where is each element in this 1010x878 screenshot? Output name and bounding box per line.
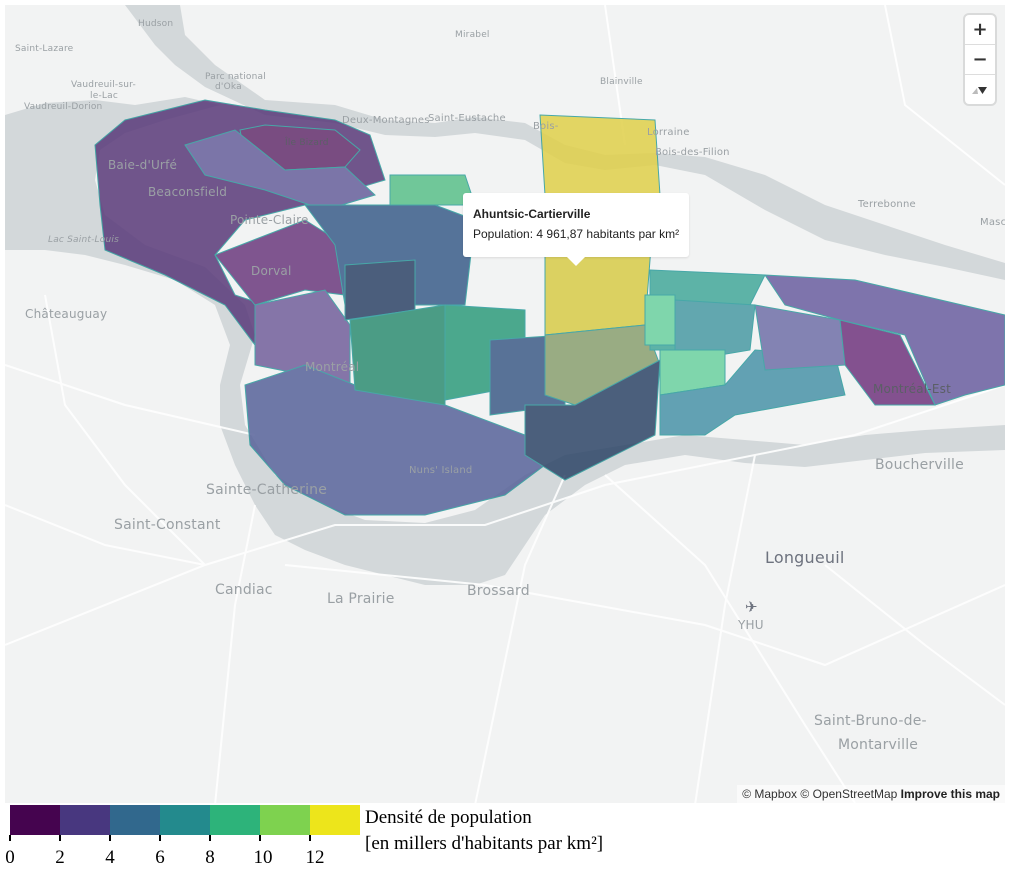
place-label: Saint-Bruno-de- bbox=[814, 713, 927, 729]
tooltip-title: Ahuntsic-Cartierville bbox=[473, 207, 591, 221]
zoom-out-button[interactable]: − bbox=[965, 45, 995, 75]
tooltip-body: Population: 4 961,87 habitants par km² bbox=[473, 227, 680, 241]
legend-title: Densité de population bbox=[365, 807, 532, 828]
legend-tick-label: 12 bbox=[305, 847, 325, 868]
legend-tick bbox=[309, 835, 311, 841]
place-label: Mirabel bbox=[455, 30, 490, 40]
osm-link[interactable]: © OpenStreetMap bbox=[800, 787, 898, 801]
legend-tick-label: 2 bbox=[55, 847, 65, 868]
place-label: YHU bbox=[738, 618, 764, 632]
place-label: Beaconsfield bbox=[148, 185, 228, 199]
place-label: Boucherville bbox=[875, 457, 964, 473]
plus-icon: + bbox=[972, 19, 988, 40]
place-label: Lac Saint-Louis bbox=[48, 235, 119, 245]
place-label: Baie-d'Urfé bbox=[108, 158, 178, 172]
place-label: Nuns' Island bbox=[409, 465, 473, 476]
place-label: Candiac bbox=[215, 582, 273, 598]
compass-icon bbox=[972, 86, 987, 94]
legend-swatch-5 bbox=[260, 805, 310, 835]
place-label: Deux-Montagnes bbox=[342, 115, 430, 126]
place-label: Longueuil bbox=[765, 548, 845, 567]
legend-tick-label: 10 bbox=[253, 847, 273, 868]
place-label: Île Bizard bbox=[285, 138, 329, 148]
legend-swatch-2 bbox=[110, 805, 160, 835]
legend-tick bbox=[209, 835, 211, 841]
basemap bbox=[5, 5, 1005, 803]
legend-swatch-6 bbox=[310, 805, 360, 835]
place-label: Saint-Eustache bbox=[428, 113, 506, 124]
legend-tick-label: 6 bbox=[155, 847, 165, 868]
compass-button[interactable] bbox=[965, 75, 995, 104]
place-label: Montarville bbox=[838, 737, 919, 753]
place-label: Montréal bbox=[305, 360, 360, 374]
legend-swatch-0 bbox=[10, 805, 60, 835]
place-label: Dorval bbox=[251, 264, 292, 278]
minus-icon: − bbox=[972, 49, 988, 70]
place-label: Sainte-Catherine bbox=[206, 482, 328, 498]
place-label: d'Oka bbox=[215, 82, 242, 92]
zoom-in-button[interactable]: + bbox=[965, 15, 995, 45]
place-label: Brossard bbox=[467, 583, 530, 599]
place-label: Saint-Constant bbox=[114, 517, 221, 533]
place-label: Montréal-Est bbox=[873, 382, 952, 396]
place-label: Parc national bbox=[205, 72, 266, 82]
place-label: La Prairie bbox=[327, 591, 395, 607]
color-legend: 0 2 4 6 8 10 12 Densité de population [e… bbox=[0, 803, 1010, 878]
place-label: Vaudreuil-Dorion bbox=[24, 102, 103, 112]
place-label: Vaudreuil-sur- bbox=[71, 80, 136, 90]
place-label: Lorraine bbox=[647, 127, 690, 138]
legend-swatch-1 bbox=[60, 805, 110, 835]
place-label: Bois- bbox=[533, 121, 559, 132]
place-label: Châteauguay bbox=[25, 307, 108, 321]
legend-tick bbox=[109, 835, 111, 841]
legend-tick-label: 8 bbox=[205, 847, 215, 868]
place-label: Bois-des-Filion bbox=[655, 147, 730, 158]
legend-tick-label: 4 bbox=[105, 847, 115, 868]
legend-tick bbox=[259, 835, 261, 841]
district-tooltip: Ahuntsic-Cartierville Population: 4 961,… bbox=[463, 193, 689, 266]
legend-tick bbox=[9, 835, 11, 841]
place-label: le-Lac bbox=[90, 91, 118, 101]
place-label: Saint-Lazare bbox=[15, 44, 74, 54]
place-label: Terrebonne bbox=[858, 199, 916, 210]
legend-subtitle: [en millers d'habitants par km²] bbox=[365, 833, 604, 854]
mapbox-link[interactable]: © Mapbox bbox=[742, 787, 798, 801]
legend-swatch-4 bbox=[210, 805, 260, 835]
improve-map-link[interactable]: Improve this map bbox=[900, 787, 1000, 801]
place-label: Blainville bbox=[600, 77, 643, 87]
legend-tick-label: 0 bbox=[5, 847, 15, 868]
legend-swatch-3 bbox=[160, 805, 210, 835]
place-label: Masc bbox=[980, 217, 1005, 228]
map-controls: + − bbox=[965, 15, 995, 104]
legend-tick bbox=[159, 835, 161, 841]
map-canvas[interactable]: Hudson Saint-Lazare Mirabel Vaudreuil-sur-l… bbox=[5, 5, 1005, 803]
place-label: Hudson bbox=[138, 19, 174, 29]
place-label: Pointe-Claire bbox=[230, 213, 309, 227]
attribution: © Mapbox © OpenStreetMap Improve this ma… bbox=[737, 785, 1005, 803]
legend-tick bbox=[59, 835, 61, 841]
airplane-icon: ✈ bbox=[745, 598, 758, 616]
